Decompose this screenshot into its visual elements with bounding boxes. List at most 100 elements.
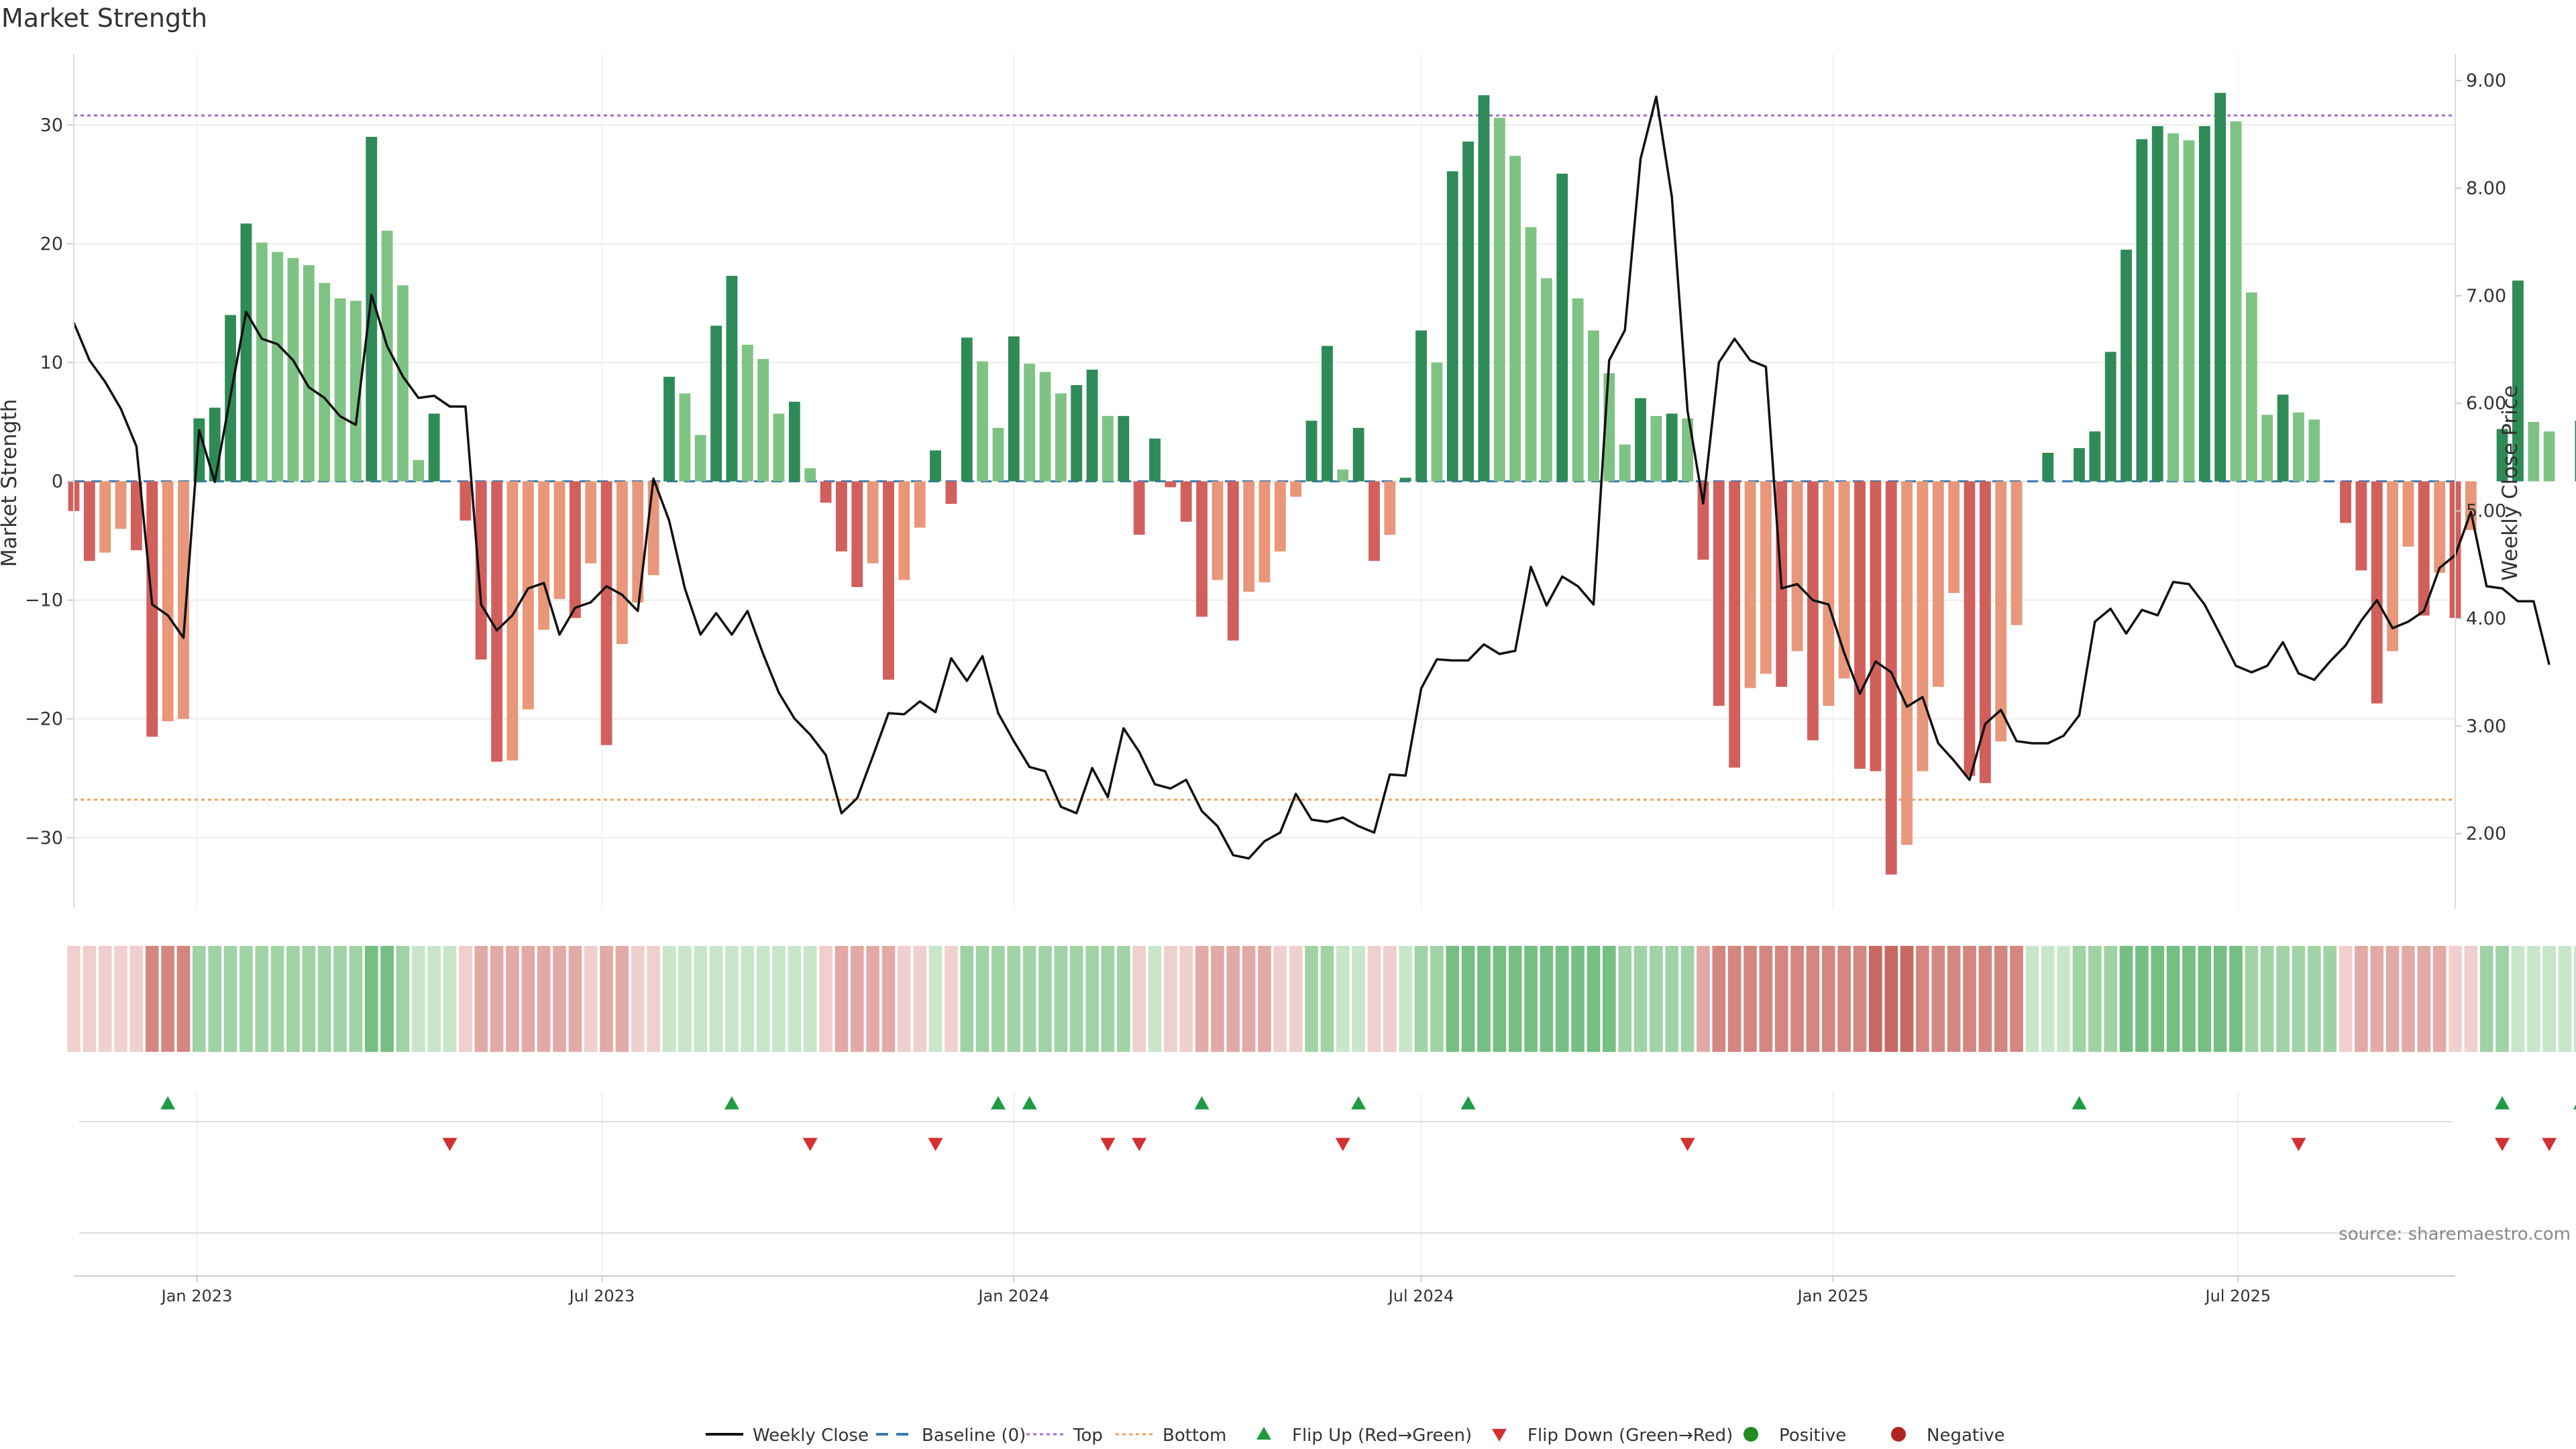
bar-negative — [1227, 481, 1239, 641]
strip-cell — [474, 946, 488, 1052]
strip-cell — [1305, 946, 1318, 1052]
strip-cell — [1884, 946, 1898, 1052]
bar-positive — [710, 325, 722, 482]
strip-cell — [1414, 946, 1428, 1052]
strip-cell — [2292, 946, 2306, 1052]
bar-positive — [2575, 421, 2576, 482]
strip-cell — [1759, 946, 1773, 1052]
strip-cell — [286, 946, 300, 1052]
bar-positive — [1540, 278, 1552, 482]
strip-cell — [615, 946, 629, 1052]
legend-item-circle: Positive — [1743, 1426, 1846, 1446]
right-tick-label: 9.00 — [2466, 70, 2506, 91]
bar-negative — [851, 481, 863, 588]
bar-positive — [2245, 292, 2257, 482]
bar-negative — [491, 481, 502, 762]
flip-up-marker — [1022, 1096, 1037, 1110]
legend-swatch-circle — [1743, 1427, 1758, 1442]
strip-cell — [2010, 946, 2023, 1052]
bar-negative — [1274, 481, 1286, 551]
strip-cell — [1806, 946, 1820, 1052]
bar-positive — [1493, 117, 1505, 482]
strip-cell — [2166, 946, 2180, 1052]
bar-positive — [2230, 121, 2242, 482]
flip-up-marker — [1460, 1096, 1476, 1110]
bar-positive — [1008, 336, 1020, 482]
strip-cell — [709, 946, 723, 1052]
strip-cell — [584, 946, 598, 1052]
strip-cell — [176, 946, 191, 1052]
strip-cell — [2025, 946, 2039, 1052]
flip-markers — [79, 1096, 2576, 1234]
strip-cell — [270, 946, 284, 1052]
left-tick-label: 0 — [52, 472, 63, 492]
strip-cell — [600, 946, 613, 1052]
strip-cell — [114, 946, 127, 1052]
strip-cell — [1994, 946, 2008, 1052]
bar-negative — [522, 481, 534, 710]
strip-cell — [553, 946, 566, 1052]
strip-cell — [1446, 946, 1460, 1052]
x-tick-label: Jan 2025 — [1796, 1287, 1869, 1305]
strip-cell — [1493, 946, 1507, 1052]
flip-down-marker — [928, 1138, 943, 1151]
strip-cell — [1320, 946, 1334, 1052]
bar-positive — [1149, 438, 1161, 482]
bar-negative — [99, 481, 111, 553]
strip-cell — [819, 946, 833, 1052]
strip-cell — [568, 946, 582, 1052]
bar-negative — [1807, 481, 1819, 741]
bar-negative — [1870, 481, 1882, 771]
left-axis-label: Market Strength — [0, 399, 21, 568]
legend-item-tri-down: Flip Down (Green→Red) — [1492, 1426, 1733, 1446]
strip-cell — [506, 946, 519, 1052]
strip-cell — [1148, 946, 1162, 1052]
strip-cell — [1947, 946, 1961, 1052]
strip-cell — [1226, 946, 1240, 1052]
strip-cell — [1821, 946, 1835, 1052]
bar-negative — [178, 481, 189, 719]
bar-positive — [1322, 345, 1333, 482]
bar-positive — [2074, 447, 2085, 482]
bar-positive — [381, 230, 393, 482]
bar-positive — [1666, 413, 1678, 482]
strip-cell — [1665, 946, 1679, 1052]
legend-label: Flip Up (Red→Green) — [1292, 1426, 1472, 1446]
strip-cell — [1211, 946, 1224, 1052]
flip-up-marker — [724, 1096, 739, 1110]
bar-positive — [397, 285, 409, 482]
bar-negative — [1823, 481, 1835, 706]
strip-cell — [239, 946, 253, 1052]
strip-cell — [2355, 946, 2368, 1052]
bar-positive — [2528, 421, 2540, 482]
strip-cell — [427, 946, 441, 1052]
strip-cell — [333, 946, 347, 1052]
strip-cell — [2464, 946, 2478, 1052]
strip-cell — [208, 946, 222, 1052]
bar-positive — [2543, 431, 2555, 482]
strip-cell — [255, 946, 269, 1052]
bar-positive — [2136, 139, 2148, 482]
strip-cell — [129, 946, 144, 1052]
left-tick-label: 30 — [40, 115, 63, 136]
strip-cell — [1383, 946, 1397, 1052]
bar-positive — [1462, 142, 1474, 482]
flip-down-marker — [1100, 1138, 1116, 1151]
strip-cell — [1680, 946, 1695, 1052]
bar-negative — [2340, 481, 2351, 523]
bar-positive — [1118, 416, 1130, 482]
strip-cell — [1727, 946, 1741, 1052]
strip-cell — [2088, 946, 2102, 1052]
strip-cell — [161, 946, 174, 1052]
strip-cell — [459, 946, 472, 1052]
strip-cell — [2119, 946, 2133, 1052]
strip-cell — [1258, 946, 1271, 1052]
strip-cell — [2432, 946, 2447, 1052]
bar-positive — [1352, 427, 1364, 482]
flip-up-marker — [2495, 1096, 2510, 1110]
strip-cell — [1038, 946, 1052, 1052]
strip-cell — [631, 946, 645, 1052]
bar-positive — [773, 413, 785, 482]
bar-negative — [1854, 481, 1866, 769]
bar-positive — [2167, 133, 2180, 482]
